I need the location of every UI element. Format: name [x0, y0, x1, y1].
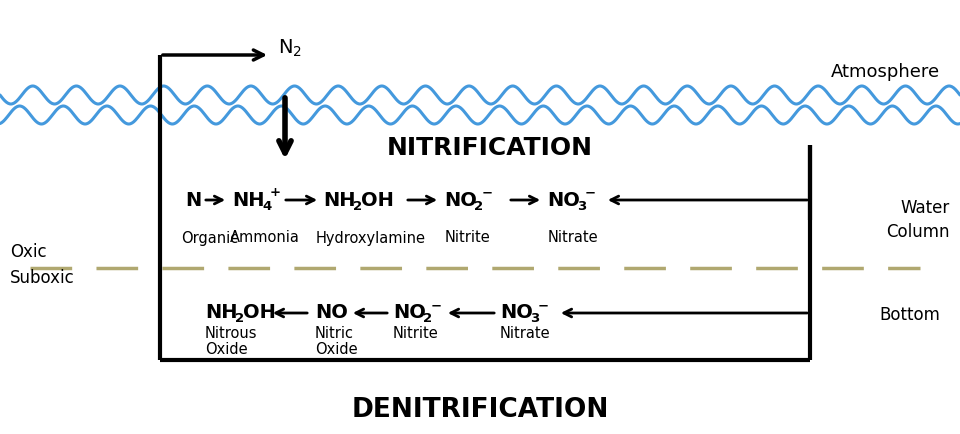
Text: 3: 3 [530, 312, 540, 326]
Text: Organic: Organic [181, 230, 238, 246]
Text: 3: 3 [577, 200, 587, 213]
Text: Nitrous: Nitrous [205, 326, 257, 341]
Text: −: − [482, 187, 493, 200]
Text: Nitric: Nitric [315, 326, 354, 341]
Text: Water
Column: Water Column [886, 199, 950, 241]
Text: 4: 4 [262, 200, 272, 213]
Text: Suboxic: Suboxic [10, 269, 75, 287]
Text: Nitrate: Nitrate [500, 326, 551, 341]
Text: N: N [185, 191, 202, 210]
Text: NO: NO [315, 303, 348, 322]
Text: DENITRIFICATION: DENITRIFICATION [351, 397, 609, 423]
Text: Nitrite: Nitrite [445, 230, 491, 246]
Text: 2: 2 [423, 312, 432, 326]
Text: Oxic: Oxic [10, 243, 47, 261]
Text: 2: 2 [235, 312, 244, 326]
Text: N$_2$: N$_2$ [278, 37, 302, 59]
Text: NO: NO [547, 191, 580, 210]
Text: Nitrite: Nitrite [393, 326, 439, 341]
Text: NO: NO [500, 303, 533, 322]
Text: +: + [270, 187, 281, 200]
Text: NH: NH [205, 303, 237, 322]
Text: Oxide: Oxide [315, 342, 358, 358]
Text: Bottom: Bottom [879, 306, 940, 324]
Text: Atmosphere: Atmosphere [830, 63, 940, 81]
Text: NO: NO [444, 191, 477, 210]
Text: Hydroxylamine: Hydroxylamine [316, 230, 426, 246]
Text: 2: 2 [474, 200, 483, 213]
Text: Ammonia: Ammonia [230, 230, 300, 246]
Text: Oxide: Oxide [205, 342, 248, 358]
Text: −: − [431, 299, 443, 312]
Text: 2: 2 [353, 200, 362, 213]
Text: OH: OH [361, 191, 394, 210]
Text: −: − [585, 187, 596, 200]
Text: NH: NH [232, 191, 265, 210]
Text: Nitrate: Nitrate [548, 230, 599, 246]
Text: −: − [538, 299, 549, 312]
Text: NH: NH [323, 191, 355, 210]
Text: NITRIFICATION: NITRIFICATION [387, 136, 593, 160]
Text: OH: OH [243, 303, 276, 322]
Text: NO: NO [393, 303, 426, 322]
